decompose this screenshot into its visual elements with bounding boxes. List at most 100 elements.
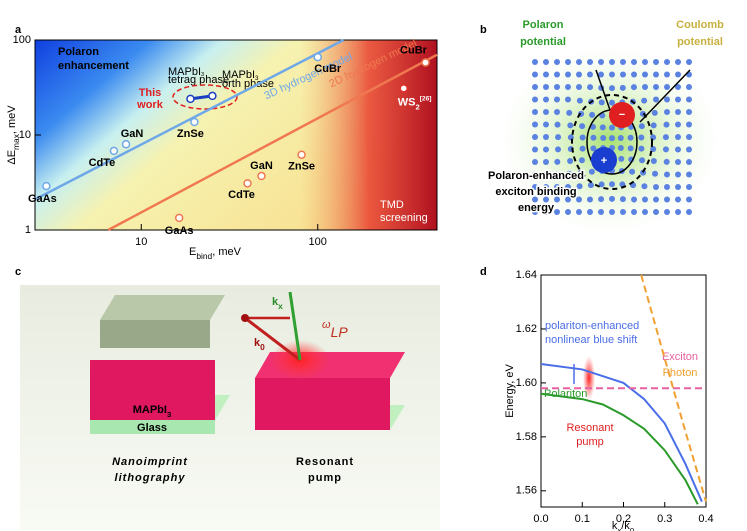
curve [540, 392, 699, 505]
annotation-part: k [254, 337, 261, 349]
lattice-atom [664, 209, 670, 215]
lattice-atom [554, 59, 560, 65]
curve-label: Exciton [662, 351, 698, 363]
electron [609, 102, 635, 128]
point-label: GaN [121, 128, 144, 140]
x-axis-label-part: x [617, 526, 621, 531]
y-tick-label: 1.58 [516, 431, 537, 443]
point-label: CuBr [314, 63, 342, 75]
point-label: CdTe [89, 157, 116, 169]
lattice-atom [532, 146, 538, 153]
annotation: lithography [115, 472, 186, 484]
lattice-atom [609, 135, 615, 142]
annotation-part: 0 [260, 342, 265, 352]
panel-label: c [15, 266, 21, 278]
lattice-atom [609, 209, 615, 215]
point-label: GaN [250, 160, 273, 172]
annotation: pump [576, 436, 604, 448]
lattice-atom [664, 59, 670, 65]
annotation: potential [677, 36, 723, 48]
point-label: GaAs [28, 193, 57, 205]
x-tick-label: 100 [309, 236, 327, 248]
lattice-atom [675, 146, 681, 153]
lattice-atom [565, 184, 571, 190]
lattice-atom [642, 59, 648, 65]
lattice-atom [598, 71, 604, 78]
lattice-atom [675, 171, 681, 178]
lattice-atom [587, 84, 594, 91]
point-label: WS2[26] [398, 96, 432, 111]
lattice-atom [566, 109, 573, 116]
charge: − [619, 109, 625, 121]
curve-label: Polariton [544, 388, 587, 400]
x-axis-label-part: /k [621, 520, 630, 531]
lattice-atom [662, 134, 669, 141]
lattice-atom [576, 59, 582, 65]
lattice-atom [532, 109, 538, 115]
lattice-atom [567, 158, 574, 165]
lattice-atom [641, 97, 648, 104]
lattice-atom [686, 96, 692, 103]
lattice-atom [579, 123, 586, 130]
point-label-part: [26] [420, 96, 432, 103]
lattice-atom [554, 96, 560, 103]
lattice-atom [543, 159, 549, 165]
curve-label: polariton-enhanced [545, 320, 639, 332]
lattice-atom [598, 181, 605, 188]
annotation: Resonant [566, 422, 613, 434]
data-point [121, 139, 131, 149]
annotation: MAPbI3 [168, 66, 204, 79]
y-axis-label-part: , meV [6, 105, 18, 134]
lattice-atom [543, 184, 549, 190]
lattice-atom [543, 96, 549, 103]
lattice-atom [686, 184, 692, 190]
lattice-atom [631, 71, 637, 78]
lattice-atom [587, 196, 593, 203]
lattice-atom [543, 59, 549, 65]
tmd-region [300, 40, 437, 230]
annotation-part: 3 [201, 72, 204, 78]
panel-label: d [480, 266, 487, 278]
point-label: CdTe [228, 189, 255, 201]
lattice-atom [532, 121, 538, 128]
grating [255, 378, 390, 430]
lattice-atom [576, 183, 583, 190]
lattice-atom [543, 84, 549, 90]
lattice-atom [675, 109, 681, 115]
lattice-atom [664, 171, 670, 178]
lattice-atom [532, 209, 538, 215]
annotation: tetrag phase [168, 74, 229, 86]
lattice-atom [565, 196, 571, 203]
lattice-atom [627, 145, 634, 152]
data-point [208, 91, 217, 101]
lattice-atom [675, 121, 681, 128]
lattice-atom [650, 158, 657, 165]
lattice-atom [638, 134, 645, 141]
lattice-atom [543, 209, 549, 215]
lattice-atom [630, 84, 637, 91]
annotation-part: MAPbI [168, 66, 201, 78]
lattice-atom [675, 71, 681, 78]
lattice-atom [653, 71, 659, 78]
lattice-atom [650, 146, 657, 153]
data-point [243, 179, 252, 188]
lattice-atom [642, 209, 648, 215]
lattice-atom [554, 84, 560, 90]
lattice-atom [653, 209, 659, 215]
lattice-atom [620, 71, 626, 78]
x-axis-label-part: , meV [212, 246, 241, 258]
annotation: orth phase [222, 78, 274, 90]
annotation: work [136, 99, 164, 111]
lattice-atom [653, 184, 659, 190]
lattice-atom [532, 59, 538, 65]
lattice-atom [664, 184, 670, 190]
point-label: GaAs [165, 225, 194, 237]
data-point [109, 146, 119, 156]
pointer [639, 69, 691, 123]
y-axis-label-part: max [11, 133, 21, 150]
lattice-atom [565, 71, 571, 78]
k0-arrow [244, 316, 301, 362]
lattice-atom [620, 59, 626, 65]
lattice-atom [653, 59, 659, 65]
lattice-atom [579, 145, 586, 152]
